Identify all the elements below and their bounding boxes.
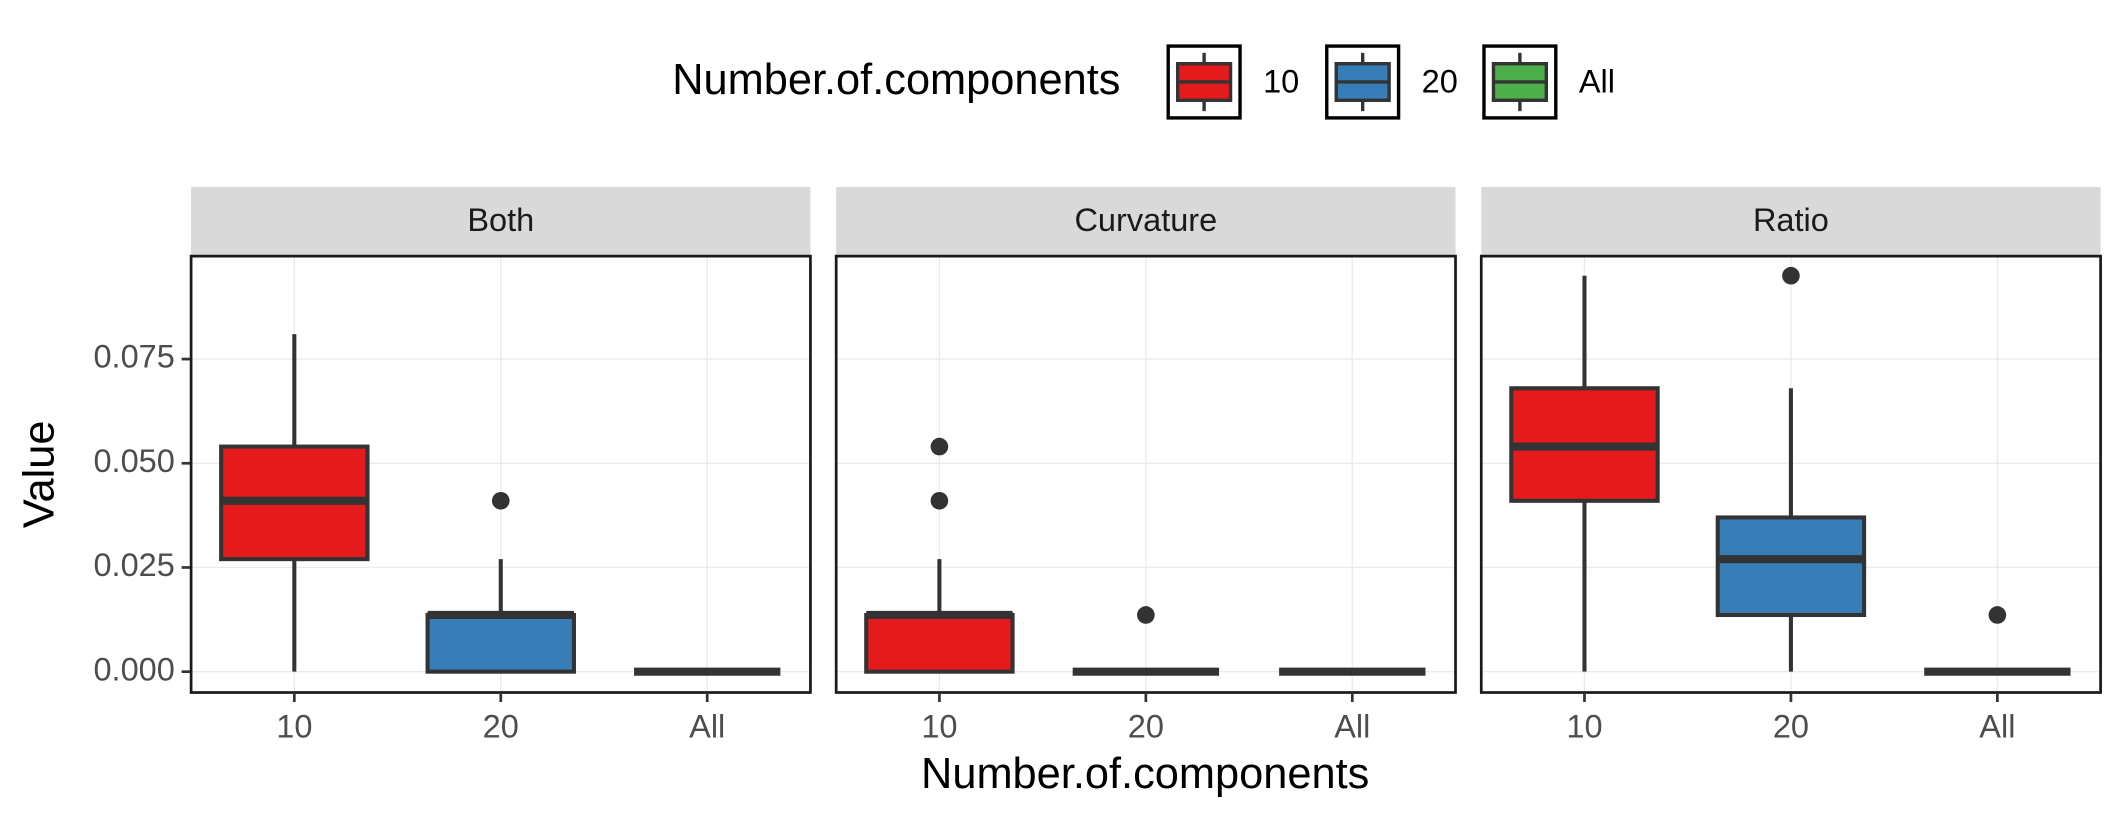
x-tick-label: 20 <box>483 709 519 745</box>
outlier <box>491 491 510 510</box>
legend-label: 20 <box>1422 64 1458 100</box>
x-tick-label: 20 <box>1128 709 1164 745</box>
facet-title: Curvature <box>1074 202 1217 238</box>
y-tick-label: 0.000 <box>93 651 174 687</box>
outlier <box>1782 266 1800 285</box>
box <box>425 612 576 674</box>
facet-title: Ratio <box>1753 202 1829 238</box>
x-tick-label: 20 <box>1773 709 1809 745</box>
x-tick-label: 10 <box>1566 709 1602 745</box>
x-tick-label: All <box>1334 709 1370 745</box>
facet-title: Both <box>467 202 534 238</box>
outlier <box>1988 606 2007 624</box>
y-tick-label: 0.050 <box>93 443 174 479</box>
y-tick-label: 0.075 <box>93 339 174 375</box>
outlier <box>1137 606 1155 624</box>
x-tick-label: All <box>689 709 725 745</box>
x-axis-label: Number.of.components <box>921 750 1369 798</box>
outlier <box>930 491 949 510</box>
x-tick-label: 10 <box>276 709 312 745</box>
x-tick-label: 10 <box>921 709 957 745</box>
box <box>864 612 1015 674</box>
outlier <box>930 437 949 456</box>
legend-label: All <box>1579 64 1615 100</box>
x-tick-label: All <box>1979 709 2015 745</box>
facet-strip <box>836 187 1456 257</box>
legend-label: 10 <box>1263 64 1299 100</box>
facet-strip <box>191 187 811 257</box>
facet-strip <box>1481 187 2101 257</box>
legend-title: Number.of.components <box>672 56 1120 104</box>
y-tick-label: 0.025 <box>93 547 174 583</box>
y-axis-label: Value <box>15 420 63 528</box>
box <box>1715 515 1867 618</box>
